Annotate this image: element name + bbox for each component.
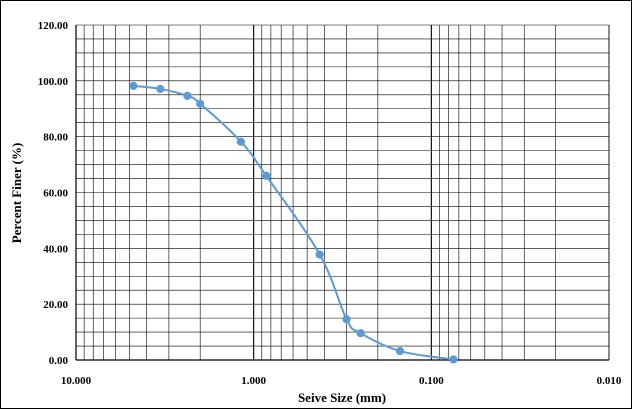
data-point: [449, 355, 458, 364]
data-point: [395, 346, 405, 356]
y-tick-label: 120.00: [38, 20, 69, 32]
data-point: [262, 171, 271, 180]
y-tick-label: 80.00: [43, 132, 68, 144]
data-point: [342, 315, 351, 324]
x-tick-label: 10.000: [61, 375, 92, 387]
x-tick-label: 1.000: [241, 375, 266, 387]
data-point: [129, 81, 138, 90]
y-tick-label: 20.00: [43, 299, 68, 311]
y-tick-label: 100.00: [38, 76, 69, 88]
x-tick-labels: 10.000 1.000 0.100 0.010: [61, 375, 622, 387]
x-axis-title: Seive Size (mm): [298, 390, 386, 405]
y-tick-label: 0.00: [49, 355, 69, 367]
data-point: [183, 91, 192, 101]
y-axis-title: Percent Finer (%): [9, 143, 24, 244]
data-point: [196, 99, 205, 108]
y-tick-label: 40.00: [43, 243, 68, 255]
x-tick-label: 0.010: [597, 375, 622, 387]
grid-lines: [75, 24, 610, 361]
y-tick-label: 60.00: [43, 188, 68, 200]
data-point: [315, 250, 324, 259]
data-point: [356, 329, 365, 338]
axes: [75, 25, 609, 361]
data-point: [236, 137, 245, 146]
series-layer: [129, 81, 458, 364]
x-tick-label: 0.100: [419, 375, 444, 387]
y-tick-labels: 0.00 20.00 40.00 60.00 80.00 100.00 120.00: [38, 20, 69, 367]
data-point: [156, 84, 165, 94]
